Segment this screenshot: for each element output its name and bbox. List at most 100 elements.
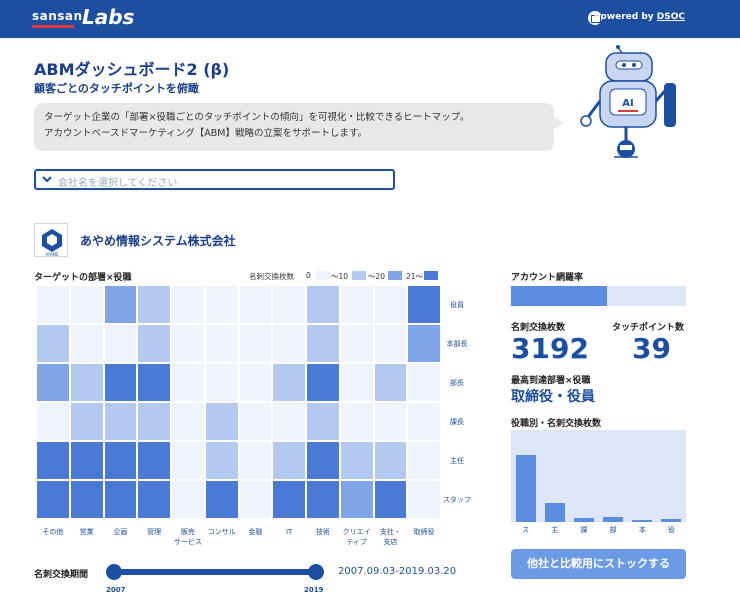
heatmap-cell[interactable] bbox=[205, 442, 238, 479]
heatmap-cell[interactable] bbox=[273, 325, 305, 362]
heatmap-cell[interactable] bbox=[408, 481, 440, 518]
role-bar-tick: 主 bbox=[551, 526, 559, 534]
heatmap-cell[interactable] bbox=[172, 403, 204, 440]
top-reach-value: 取締役・役員 bbox=[511, 389, 595, 405]
heatmap-cell[interactable] bbox=[205, 325, 238, 362]
period-end-handle[interactable] bbox=[308, 564, 324, 580]
heatmap-cell[interactable] bbox=[340, 325, 373, 362]
heatmap-cell[interactable] bbox=[138, 403, 170, 440]
description-bubble: ターゲット企業の「部署×役職ごとのタッチポイントの傾向」を可視化・比較できるヒー… bbox=[34, 103, 564, 151]
heatmap-cell[interactable] bbox=[37, 286, 69, 323]
heatmap-cell[interactable] bbox=[70, 442, 103, 479]
heatmap-cell[interactable] bbox=[104, 286, 137, 323]
page-title: ABMダッシュボード2 (β) bbox=[34, 60, 230, 79]
heatmap-cell[interactable] bbox=[408, 442, 440, 479]
dsoc-link[interactable]: DSOC bbox=[656, 12, 685, 22]
stock-compare-button[interactable]: 他社と比較用にストックする bbox=[511, 549, 686, 579]
heatmap-cell[interactable] bbox=[70, 286, 103, 323]
heatmap-cell[interactable] bbox=[205, 364, 238, 401]
heatmap-cell[interactable] bbox=[37, 325, 69, 362]
company-name: あやめ情報システム株式会社 bbox=[80, 234, 236, 248]
heatmap-cell[interactable] bbox=[104, 325, 137, 362]
heatmap-cell[interactable] bbox=[273, 481, 305, 518]
heatmap-cell[interactable] bbox=[408, 325, 440, 362]
heatmap-cell[interactable] bbox=[70, 325, 103, 362]
coverage-bar-fill bbox=[511, 286, 608, 306]
heatmap-cell[interactable] bbox=[307, 442, 339, 479]
heatmap-cell[interactable] bbox=[239, 325, 272, 362]
heatmap-cell[interactable] bbox=[273, 286, 305, 323]
company-logo-text: AYAME bbox=[45, 252, 59, 257]
heatmap-cell[interactable] bbox=[340, 286, 373, 323]
description-line: アカウントベースドマーケティング【ABM】戦略の立案をサポートします。 bbox=[44, 128, 368, 139]
heatmap-cell[interactable] bbox=[307, 364, 339, 401]
heatmap-cell[interactable] bbox=[205, 286, 238, 323]
heatmap-cell[interactable] bbox=[172, 364, 204, 401]
heatmap-cell[interactable] bbox=[104, 481, 137, 518]
robot-badge: AI bbox=[622, 98, 633, 109]
heatmap-cell[interactable] bbox=[205, 481, 238, 518]
heatmap-cell[interactable] bbox=[408, 364, 440, 401]
heatmap-cell[interactable] bbox=[37, 403, 69, 440]
heatmap-cell[interactable] bbox=[239, 442, 272, 479]
company-select[interactable]: 会社名を選択してください bbox=[34, 169, 395, 190]
heatmap-cell[interactable] bbox=[340, 442, 373, 479]
heatmap-cell[interactable] bbox=[374, 325, 407, 362]
heatmap-cell[interactable] bbox=[239, 286, 272, 323]
heatmap-cell[interactable] bbox=[374, 364, 407, 401]
heatmap-cell[interactable] bbox=[70, 403, 103, 440]
company-logo-mark: AYAME bbox=[42, 229, 62, 257]
heatmap-cell[interactable] bbox=[307, 286, 339, 323]
heatmap-cell[interactable] bbox=[307, 325, 339, 362]
heatmap-cell[interactable] bbox=[172, 442, 204, 479]
heatmap-cell[interactable] bbox=[273, 364, 305, 401]
period-slider-track[interactable] bbox=[113, 569, 318, 575]
heatmap-cell[interactable] bbox=[138, 364, 170, 401]
period-start-handle[interactable] bbox=[106, 564, 122, 580]
heatmap-cell[interactable] bbox=[172, 325, 204, 362]
heatmap-cell[interactable] bbox=[239, 403, 272, 440]
mail-icon bbox=[588, 11, 602, 25]
heatmap-cell[interactable] bbox=[205, 403, 238, 440]
heatmap-cell[interactable] bbox=[239, 481, 272, 518]
touchpoint-label: タッチポイント数 bbox=[612, 323, 685, 333]
heatmap-cell[interactable] bbox=[138, 286, 170, 323]
heatmap-cell[interactable] bbox=[408, 403, 440, 440]
heatmap-cell[interactable] bbox=[104, 403, 137, 440]
heatmap-column-label: クリエイ ティブ bbox=[342, 528, 371, 546]
heatmap-cell[interactable] bbox=[374, 442, 407, 479]
heatmap-cell[interactable] bbox=[37, 481, 69, 518]
heatmap-cell[interactable] bbox=[340, 481, 373, 518]
heatmap-cell[interactable] bbox=[340, 403, 373, 440]
heatmap-cell[interactable] bbox=[138, 325, 170, 362]
heatmap-cell[interactable] bbox=[374, 481, 407, 518]
cards-count-label: 名刺交換枚数 bbox=[511, 323, 566, 333]
heatmap-column-label: 企画 bbox=[113, 528, 128, 536]
heatmap-cell[interactable] bbox=[37, 442, 69, 479]
heatmap-title: ターゲットの部署×役職 bbox=[34, 273, 132, 283]
heatmap-row-label: 主任 bbox=[450, 456, 464, 465]
heatmap-cell[interactable] bbox=[104, 442, 137, 479]
heatmap-cell[interactable] bbox=[172, 481, 204, 518]
heatmap-cell[interactable] bbox=[138, 442, 170, 479]
robot-illustration: AI bbox=[580, 45, 676, 158]
heatmap-grid bbox=[36, 285, 441, 519]
heatmap-cell[interactable] bbox=[340, 364, 373, 401]
heatmap-cell[interactable] bbox=[239, 364, 272, 401]
heatmap-cell[interactable] bbox=[37, 364, 69, 401]
heatmap-cell[interactable] bbox=[307, 403, 339, 440]
heatmap-cell[interactable] bbox=[374, 403, 407, 440]
heatmap-cell[interactable] bbox=[374, 286, 407, 323]
legend-label: 0 bbox=[306, 271, 311, 280]
heatmap-cell[interactable] bbox=[70, 364, 103, 401]
heatmap-cell[interactable] bbox=[172, 286, 204, 323]
heatmap-cell[interactable] bbox=[138, 481, 170, 518]
heatmap-cell[interactable] bbox=[408, 286, 440, 323]
heatmap-cell[interactable] bbox=[273, 442, 305, 479]
heatmap-cell[interactable] bbox=[70, 481, 103, 518]
heatmap-cell[interactable] bbox=[307, 481, 339, 518]
heatmap-cell[interactable] bbox=[273, 403, 305, 440]
role-chart-label: 役職別・名刺交換枚数 bbox=[511, 419, 602, 429]
heatmap-cell[interactable] bbox=[104, 364, 137, 401]
heatmap-column-label: 技術 bbox=[315, 528, 330, 536]
